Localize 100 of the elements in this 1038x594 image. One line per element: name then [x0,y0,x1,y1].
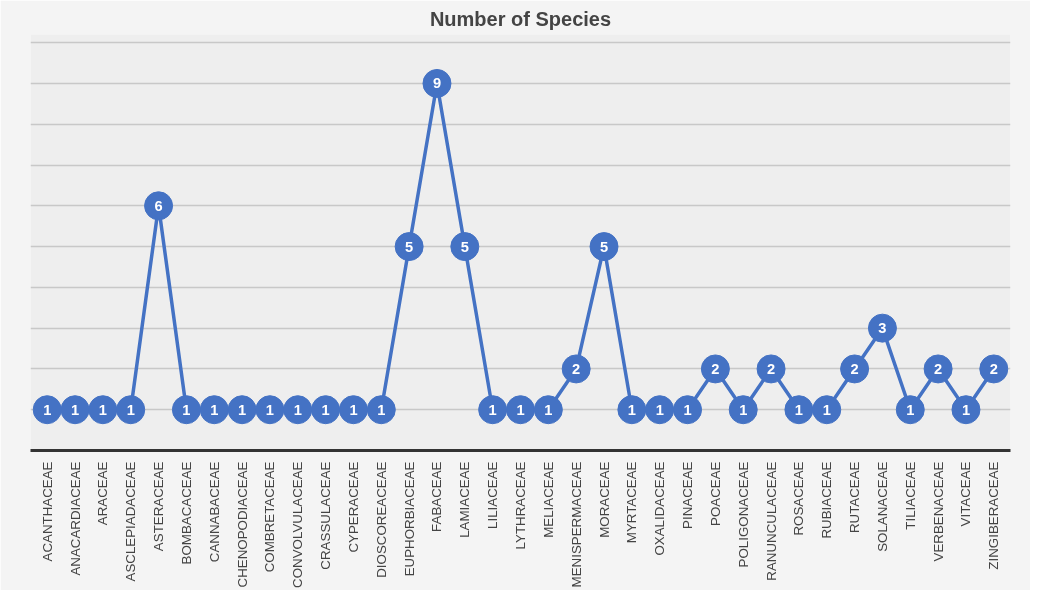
point [923,354,953,384]
data-label: 1 [265,401,275,418]
x-tick-label: RANUNCULACEAE [763,461,779,581]
x-tick-label: MELIACEAE [540,461,556,538]
x-tick-label: ANACARDIACEAE [67,461,83,576]
point [506,395,535,425]
data-label: 2 [850,360,859,377]
x-tick-label: OXALIDACEAE [652,461,668,556]
point [32,395,62,425]
x-tick-label: PINACEAE [680,461,696,529]
point [673,395,703,425]
point [394,232,424,262]
x-tick-label: TILIACEAE [902,461,918,530]
x-tick-label: LAMIACEAE [457,461,473,538]
point [450,232,480,262]
point [116,395,146,425]
x-tick-label: BOMBACACEAE [178,461,194,565]
point [812,395,842,425]
point [366,395,396,425]
x-tick-label: VITACEAE [958,461,974,527]
x-tick-label: VERBENACEAE [930,461,946,562]
data-label: 9 [432,75,442,92]
data-label: 1 [126,401,135,418]
x-tick-label: CRASSULACEAE [318,461,334,570]
data-label: 1 [43,401,52,418]
x-tick-label: ARACEAE [95,461,111,526]
data-label: 1 [210,401,219,418]
x-tick-label: CANNABACEAE [206,461,222,563]
x-tick-label: ASTERACEAE [151,461,167,552]
point [617,395,647,425]
data-label: 5 [599,238,609,255]
x-tick-label: FABACEAE [429,461,445,532]
point [88,395,118,425]
data-label: 2 [989,360,998,377]
data-label: 1 [961,401,971,418]
point [311,395,341,425]
data-label: 2 [934,360,943,377]
point [283,395,313,425]
x-tick-label: MYRTACEAE [624,461,640,544]
point [171,395,201,425]
x-tick-label: RUBIACEAE [819,461,835,539]
data-label: 1 [739,401,748,418]
data-label: 1 [182,401,191,418]
x-tick-label: SOLANACEAE [874,461,890,552]
data-label: 1 [488,401,497,418]
data-label: 2 [711,360,720,377]
data-label: 1 [377,401,386,418]
point [199,395,229,425]
data-label: 1 [293,401,302,418]
data-label: 1 [683,401,692,418]
point [895,395,925,425]
data-label: 1 [794,401,803,418]
point [338,395,368,425]
point [60,395,90,425]
data-label: 1 [516,401,525,418]
point [533,395,563,425]
data-label: 1 [98,401,107,418]
point [728,395,758,425]
data-label: 6 [154,197,163,214]
x-tick-label: LYTHRACEAE [513,461,528,550]
point [700,354,730,384]
x-tick-label: ASCLEPIADACEAE [123,461,139,582]
x-tick-label: LILIACEAE [485,461,501,529]
x-tick-label: MENISPERMACEAE [568,461,584,588]
x-tick-label: POACEAE [707,461,723,526]
point [422,68,452,98]
point [589,232,619,262]
x-tick-label: COMBRETACEAE [262,461,278,573]
data-label: 5 [460,238,469,255]
point [784,395,814,425]
point [144,191,174,221]
data-label: 1 [627,401,636,418]
x-tick-label: MORACEAE [596,461,612,538]
x-tick-label: DIOSCOREACEAE [373,461,389,578]
point [840,354,870,384]
chart-title: Number of Species [429,7,612,30]
data-label: 5 [405,238,414,255]
data-label: 2 [766,360,776,377]
point [756,354,786,384]
x-tick-label: ROSACEAE [791,461,807,536]
x-tick-label: POLIGONACEAE [735,461,751,568]
data-label: 1 [70,401,80,418]
point [867,313,897,343]
data-label: 1 [544,401,553,418]
point [561,354,591,384]
x-tick-label: EUPHORBIACEAE [401,461,417,577]
point [255,395,285,425]
data-label: 2 [572,360,581,377]
point [979,354,1009,384]
data-label: 1 [906,401,915,418]
point [645,395,675,425]
data-label: 1 [349,401,358,418]
x-tick-label: ZINGIBERACEAE [986,461,1002,570]
x-tick-label: ACANTHACEAE [39,461,55,562]
point [951,395,981,425]
x-tick-label: RUTACEAE [847,461,863,534]
point [478,395,508,425]
x-tick-label: CONVOLVULACEAE [290,461,306,588]
x-tick-label: CHENOPODIACEAE [234,461,250,588]
point [227,395,257,425]
